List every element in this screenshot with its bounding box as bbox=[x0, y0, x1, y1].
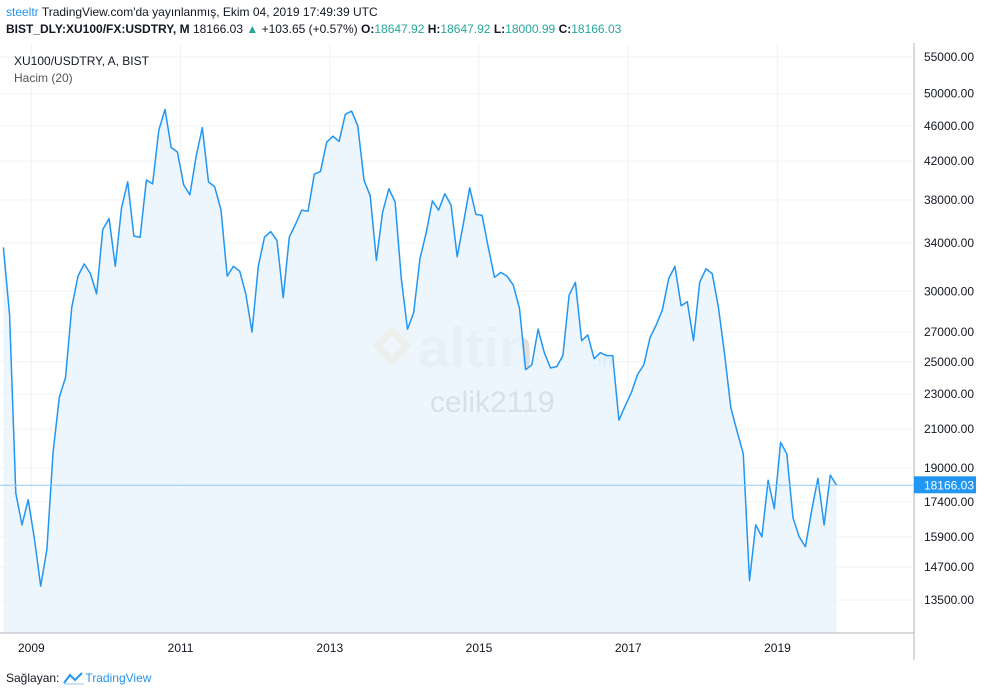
y-tick-label: 25000.00 bbox=[924, 355, 974, 369]
symbol-line: BIST_DLY:XU100/FX:USDTRY, M 18166.03 ▲ +… bbox=[6, 21, 621, 38]
y-tick-label: 13500.00 bbox=[924, 593, 974, 607]
open-label: O: bbox=[361, 22, 375, 36]
high-label: H: bbox=[427, 22, 441, 36]
last-price-tag-bg bbox=[914, 476, 976, 494]
publish-info: TradingView.com'da yayınlanmış, Ekim 04,… bbox=[41, 5, 378, 19]
y-tick-label: 55000.00 bbox=[924, 50, 974, 64]
price-line[interactable] bbox=[2, 108, 838, 587]
price-change: +103.65 (+0.57%) bbox=[261, 22, 358, 36]
tradingview-logo-icon bbox=[63, 672, 85, 685]
y-tick-label: 15900.00 bbox=[924, 530, 974, 544]
y-tick-label: 38000.00 bbox=[924, 193, 974, 207]
time-axis[interactable]: 2009 2011 2013 2015 2017 2019 bbox=[18, 641, 791, 655]
y-tick-label: 46000.00 bbox=[924, 119, 974, 133]
y-tick-label: 19000.00 bbox=[924, 461, 974, 475]
series-legend: XU100/USDTRY, A, BIST Hacim (20) bbox=[14, 53, 149, 87]
footer: Sağlayan: TradingView bbox=[6, 671, 151, 685]
y-tick-label: 21000.00 bbox=[924, 422, 974, 436]
close-value: 18166.03 bbox=[571, 22, 622, 36]
tradingview-brand-label: TradingView bbox=[85, 671, 152, 685]
high-value: 18647.92 bbox=[440, 22, 491, 36]
y-tick-label: 34000.00 bbox=[924, 236, 974, 250]
volume-indicator-label[interactable]: Hacim (20) bbox=[14, 71, 73, 85]
open-value: 18647.92 bbox=[374, 22, 425, 36]
series-name[interactable]: XU100/USDTRY, A, BIST bbox=[14, 54, 149, 68]
y-tick-label: 50000.00 bbox=[924, 87, 974, 101]
y-tick-label: 42000.00 bbox=[924, 154, 974, 168]
y-tick-label: 23000.00 bbox=[924, 387, 974, 401]
low-label: L: bbox=[493, 22, 506, 36]
last-price-tag-label: 18166.03 bbox=[924, 478, 974, 492]
low-value: 18000.99 bbox=[505, 22, 556, 36]
last-price: 18166.03 bbox=[192, 22, 243, 36]
x-tick-label: 2015 bbox=[466, 641, 493, 655]
y-tick-label: 30000.00 bbox=[924, 284, 974, 298]
publish-line: steeltr TradingView.com'da yayınlanmış, … bbox=[6, 4, 621, 21]
y-tick-label: 17400.00 bbox=[924, 495, 974, 509]
last-price-tag: 18166.03 bbox=[914, 476, 976, 494]
y-tick-label: 27000.00 bbox=[924, 325, 974, 339]
symbol-label: BIST_DLY:XU100/FX:USDTRY, M bbox=[6, 22, 190, 36]
x-tick-label: 2011 bbox=[168, 641, 194, 655]
author-link[interactable]: steeltr bbox=[6, 5, 39, 19]
x-tick-label: 2019 bbox=[764, 641, 791, 655]
close-label: C: bbox=[558, 22, 572, 36]
chart-header: steeltr TradingView.com'da yayınlanmış, … bbox=[6, 4, 621, 38]
price-area bbox=[3, 109, 837, 633]
x-tick-label: 2017 bbox=[615, 641, 642, 655]
x-tick-label: 2013 bbox=[316, 641, 343, 655]
price-axis[interactable]: 55000.00 50000.00 46000.00 42000.00 38000.00… bbox=[924, 50, 974, 607]
tradingview-brand[interactable]: TradingView bbox=[63, 671, 151, 685]
change-arrow: ▲ bbox=[246, 22, 259, 36]
y-tick-label: 14700.00 bbox=[924, 560, 974, 574]
source-label: Sağlayan: bbox=[6, 671, 60, 685]
x-tick-label: 2009 bbox=[18, 641, 45, 655]
